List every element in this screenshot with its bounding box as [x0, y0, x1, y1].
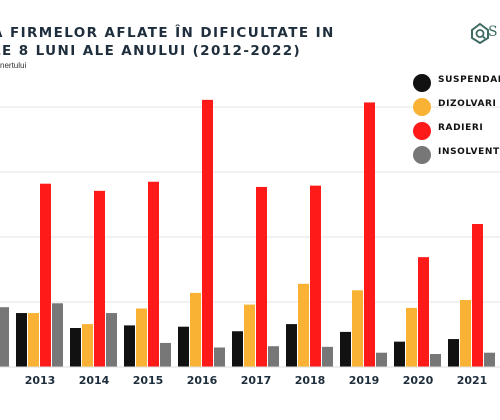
bar-dizolvari-2015 — [136, 308, 147, 367]
bar-suspendari-2014 — [70, 328, 81, 367]
bar-dizolvari-2016 — [190, 292, 201, 367]
bars — [0, 99, 495, 367]
bar-radieri-2015 — [148, 181, 159, 367]
bar-insolvente-2014 — [106, 313, 117, 367]
bar-insolvente-2017 — [268, 346, 279, 367]
bar-radieri-2016 — [202, 99, 213, 367]
bar-suspendari-2016 — [178, 326, 189, 367]
bar-insolvente-2019 — [376, 352, 387, 367]
bar-suspendari-2021 — [448, 339, 459, 367]
logo-text: S — [488, 24, 498, 40]
bar-dizolvari-2014 — [82, 324, 93, 367]
legend-item-radieri: RADIERI — [412, 121, 483, 141]
x-tick-label-2020: 2020 — [403, 374, 434, 387]
bar-dizolvari-2019 — [352, 290, 363, 367]
bar-insolvente-2020 — [430, 354, 441, 367]
x-tick-label-2017: 2017 — [241, 374, 272, 387]
bar-suspendari-2013 — [16, 313, 27, 367]
bar-suspendari-2019 — [340, 331, 351, 367]
bar-insolvente-2021 — [484, 352, 495, 367]
legend-label: DIZOLVARI — [438, 99, 497, 109]
bar-insolvente-2015 — [160, 342, 171, 367]
x-tick-label-2021: 2021 — [457, 374, 488, 387]
legend-swatch-suspendari — [413, 74, 431, 92]
bar-dizolvari-2013 — [28, 313, 39, 367]
bar-insolvente-2016 — [214, 347, 225, 367]
x-axis-labels: 2013 2014 2015 2016 2017 2018 2019 2020 2021 — [25, 374, 488, 387]
bar-suspendari-2017 — [232, 331, 243, 367]
legend-label: RADIERI — [438, 123, 484, 133]
legend-item-suspendari: SUSPENDARI — [412, 73, 500, 93]
bar-dizolvari-2020 — [406, 307, 417, 367]
bar-dizolvari-2018 — [298, 283, 309, 367]
bar-insolvente-2018 — [322, 346, 333, 367]
logo-icon — [471, 22, 489, 44]
bar-dizolvari-2017 — [244, 304, 255, 367]
legend-item-dizolvari: DIZOLVARI — [412, 97, 496, 117]
legend-item-insolvente: INSOLVENTE — [412, 145, 500, 165]
bar-insolvente-2013 — [52, 303, 63, 367]
bar-suspendari-2020 — [394, 341, 405, 367]
bar-radieri-2020 — [418, 257, 429, 367]
x-tick-label-2019: 2019 — [349, 374, 380, 387]
bar-radieri-2013 — [40, 183, 51, 367]
legend-swatch-insolvente — [413, 146, 431, 164]
x-tick-label-2014: 2014 — [79, 374, 110, 387]
x-tick-label-2015: 2015 — [133, 374, 164, 387]
legend-label: INSOLVENTE — [438, 147, 500, 157]
bar-dizolvari-2021 — [460, 300, 471, 367]
x-tick-label-2018: 2018 — [295, 374, 326, 387]
chart-title-line2: LE 8 LUNI ALE ANULUI (2012-2022) — [0, 43, 302, 59]
bar-radieri-2017 — [256, 186, 267, 367]
legend-label: SUSPENDARI — [438, 75, 500, 85]
bar-suspendari-2015 — [124, 325, 135, 367]
bar-suspendari-2018 — [286, 324, 297, 367]
source-note: nertului — [0, 61, 27, 70]
legend-swatch-dizolvari — [413, 98, 431, 116]
chart-title-line1: A FIRMELOR AFLATE ÎN DIFICULTATE IN — [0, 25, 335, 41]
x-tick-label-2016: 2016 — [187, 374, 218, 387]
bar-insolvente-2012 — [0, 307, 9, 367]
x-tick-label-2013: 2013 — [25, 374, 56, 387]
bar-radieri-2018 — [310, 185, 321, 367]
chart-title: A FIRMELOR AFLATE ÎN DIFICULTATE IN LE 8… — [0, 24, 335, 60]
bar-radieri-2021 — [472, 224, 483, 367]
bar-radieri-2014 — [94, 190, 105, 367]
bar-radieri-2019 — [364, 102, 375, 367]
legend-swatch-radieri — [413, 122, 431, 140]
